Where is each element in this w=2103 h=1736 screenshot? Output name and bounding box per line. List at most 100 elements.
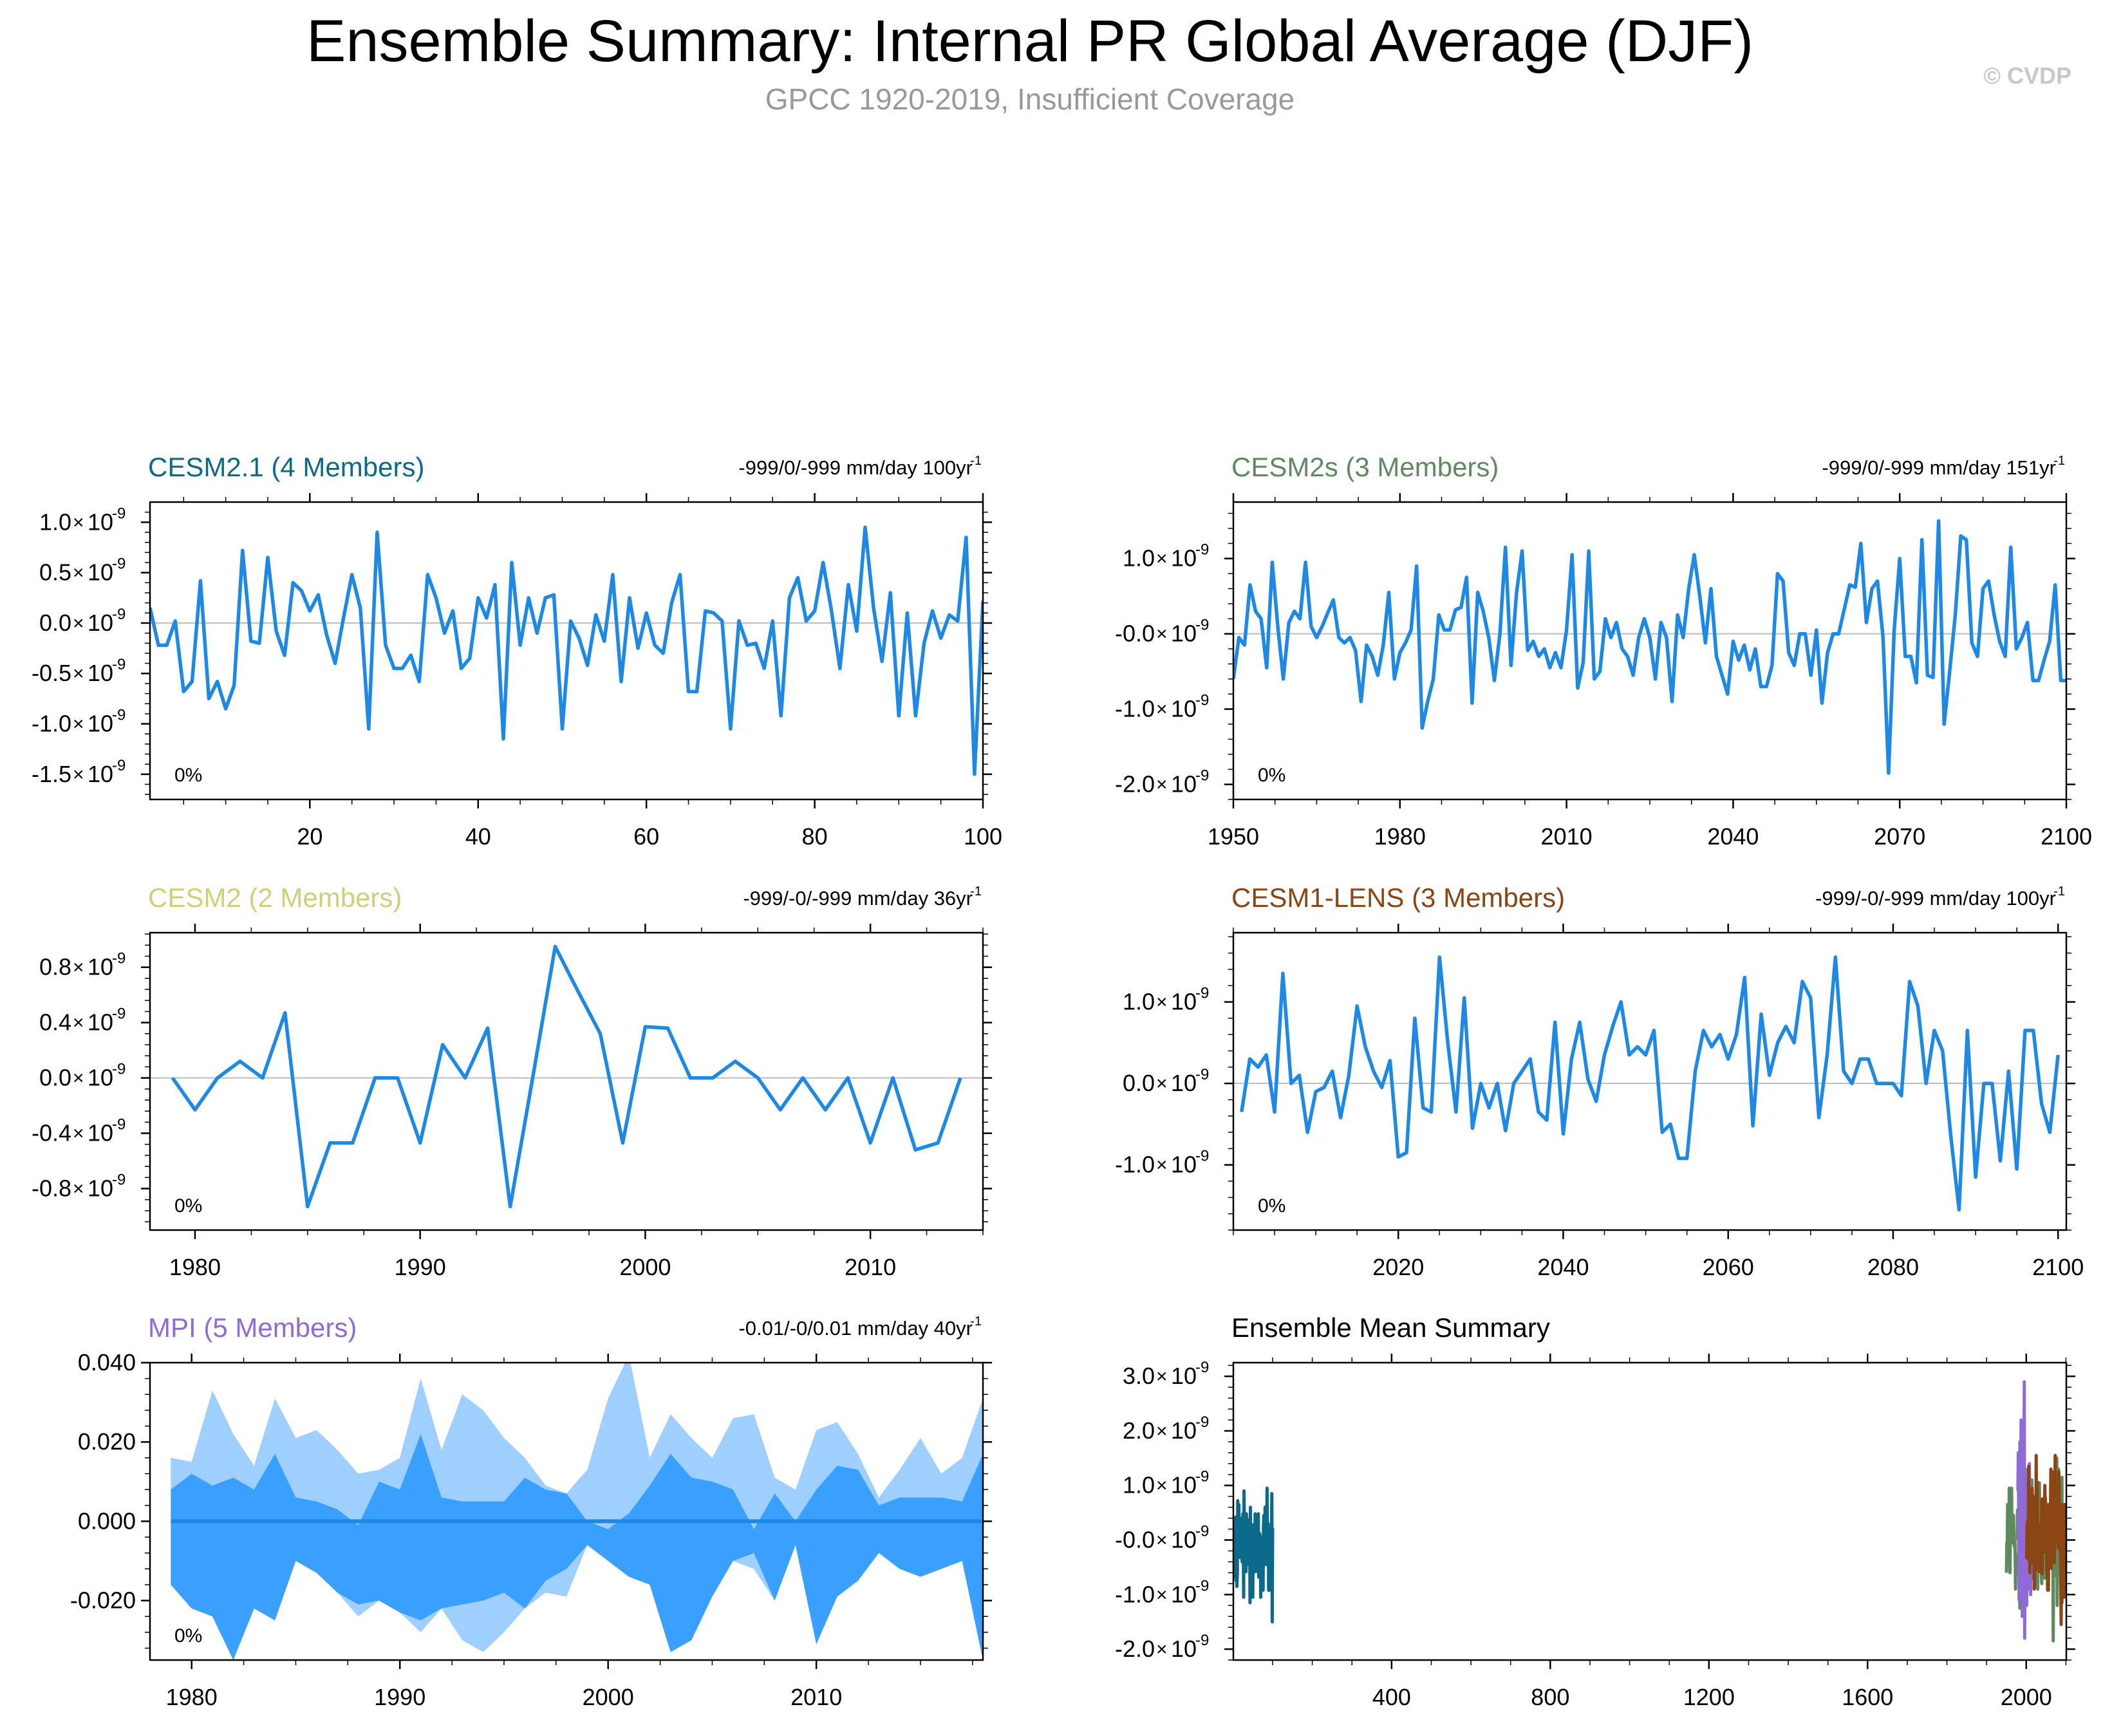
y-tick-label: -1.0 [1115, 1581, 1155, 1607]
x-tick-label: 2000 [2001, 1684, 2052, 1710]
x-tick-label: 60 [633, 823, 659, 850]
panel-title: Ensemble Mean Summary [1231, 1312, 1550, 1343]
y-tick-times: × [73, 714, 84, 735]
x-tick-label: 2040 [1537, 1254, 1589, 1280]
plot-area [1233, 1380, 2066, 1643]
panel-title: CESM2s (3 Members) [1231, 452, 1499, 482]
y-tick-exponent: -9 [1195, 692, 1209, 709]
plot-frame [149, 501, 984, 801]
y-tick-label: -0.4 [32, 1120, 71, 1146]
y-tick-label: 1.0 [1123, 1472, 1155, 1498]
plot-frame [149, 931, 984, 1231]
panel-5: Ensemble Mean SummaryCESM2.1CESM2sCESM2M… [1115, 1312, 2075, 1710]
y-tick-exponent: -9 [1195, 985, 1209, 1002]
y-tick-base: 10 [1171, 545, 1197, 572]
y-tick-times: × [1156, 548, 1168, 570]
x-tick-label: 1980 [166, 1684, 218, 1710]
x-tick-label: 2080 [1867, 1254, 1919, 1280]
y-tick-times: × [1156, 1366, 1168, 1387]
y-tick-exponent: -9 [1195, 767, 1209, 785]
x-tick-label: 2040 [1707, 823, 1759, 850]
panel-1: CESM2s (3 Members) -999/0/-999 mm/day 151… [1115, 452, 2092, 850]
y-tick-base: 10 [1171, 989, 1197, 1015]
y-tick-label: 0.040 [78, 1349, 136, 1376]
y-tick-label: -1.5 [32, 761, 71, 787]
y-tick-times: × [1156, 1639, 1168, 1660]
panel-stat-superscript: -1 [970, 454, 982, 468]
x-tick-label: 2000 [583, 1684, 634, 1710]
x-tick-label: 80 [802, 823, 828, 850]
y-tick-base: 10 [88, 559, 113, 586]
y-tick-base: 10 [88, 1009, 113, 1036]
panel-title: CESM2 (2 Members) [148, 882, 402, 913]
plot-area [150, 525, 983, 776]
plot-area [150, 944, 983, 1209]
y-tick-base: 10 [1171, 1417, 1197, 1444]
y-tick-label: -0.0 [1115, 1527, 1155, 1553]
y-tick-exponent: -9 [1195, 617, 1209, 634]
y-tick-label: 0.020 [78, 1428, 136, 1455]
plot-area [1233, 955, 2066, 1212]
y-tick-times: × [73, 764, 84, 785]
y-tick-base: 10 [88, 660, 113, 686]
y-tick-times: × [73, 1179, 84, 1200]
y-tick-base: 10 [1171, 621, 1197, 647]
y-tick-times: × [1156, 1421, 1168, 1442]
y-tick-base: 10 [1171, 1527, 1197, 1553]
panel-percent-label: 0% [174, 765, 202, 786]
y-tick-label: 0.000 [78, 1507, 136, 1534]
x-tick-label: 1990 [374, 1684, 425, 1710]
x-tick-label: 800 [1531, 1684, 1569, 1710]
y-tick-label: -2.0 [1115, 1636, 1155, 1662]
y-tick-base: 10 [1171, 1581, 1197, 1607]
inner-spread-band [171, 1433, 983, 1660]
y-tick-times: × [73, 957, 84, 978]
data-line [1240, 955, 2060, 1212]
y-tick-label: -1.0 [1115, 696, 1155, 722]
x-tick-label: 1990 [395, 1254, 446, 1280]
y-tick-times: × [1156, 1475, 1168, 1497]
y-tick-times: × [73, 613, 84, 634]
y-tick-exponent: -9 [112, 1061, 126, 1078]
panel-4: MPI (5 Members) -0.01/-0/0.01 mm/day 40yr… [70, 1312, 992, 1710]
y-tick-exponent: -9 [1195, 1468, 1209, 1486]
panel-stat: -999/-0/-999 mm/day 100yr [1815, 887, 2056, 910]
y-tick-exponent: -9 [112, 1171, 126, 1189]
x-tick-label: 2070 [1874, 823, 1925, 850]
y-tick-base: 10 [88, 711, 113, 737]
data-line [150, 525, 983, 776]
y-tick-exponent: -9 [112, 656, 126, 673]
x-tick-label: 1600 [1842, 1684, 1893, 1710]
y-tick-label: 1.0 [1123, 545, 1155, 572]
y-tick-base: 10 [1171, 1472, 1197, 1498]
y-tick-label: 0.4 [39, 1009, 71, 1036]
y-tick-label: -0.0 [1115, 621, 1155, 647]
y-tick-label: 1.0 [1123, 989, 1155, 1015]
y-tick-base: 10 [88, 1120, 113, 1146]
panel-percent-label: 0% [174, 1625, 202, 1647]
panel-0: CESM2.1 (4 Members) -999/0/-999 mm/day 10… [32, 452, 1002, 850]
y-tick-times: × [1156, 774, 1168, 796]
x-tick-label: 1950 [1208, 823, 1259, 850]
y-tick-times: × [1156, 1073, 1168, 1094]
plot-area [1233, 519, 2066, 775]
panel-stat-superscript: -1 [970, 884, 982, 899]
x-tick-label: 2100 [2041, 823, 2092, 850]
plot-frame [1232, 931, 2068, 1231]
y-tick-label: 3.0 [1123, 1363, 1155, 1389]
y-tick-label: 0.8 [39, 954, 71, 980]
y-tick-exponent: -9 [1195, 1359, 1209, 1376]
x-tick-label: 2010 [790, 1684, 842, 1710]
x-tick-label: 100 [964, 823, 1002, 850]
y-tick-label: 0.0 [39, 610, 71, 636]
y-tick-label: 0.5 [39, 559, 71, 586]
y-tick-times: × [73, 1123, 84, 1144]
y-tick-times: × [1156, 1155, 1168, 1176]
y-tick-times: × [73, 563, 84, 584]
y-tick-label: -0.020 [70, 1587, 136, 1614]
y-tick-exponent: -9 [1195, 1414, 1209, 1431]
data-line [171, 944, 962, 1209]
y-tick-label: 0.0 [39, 1065, 71, 1091]
y-tick-exponent: -9 [1195, 1632, 1209, 1649]
panel-stat: -999/0/-999 mm/day 151yr [1822, 456, 2056, 479]
